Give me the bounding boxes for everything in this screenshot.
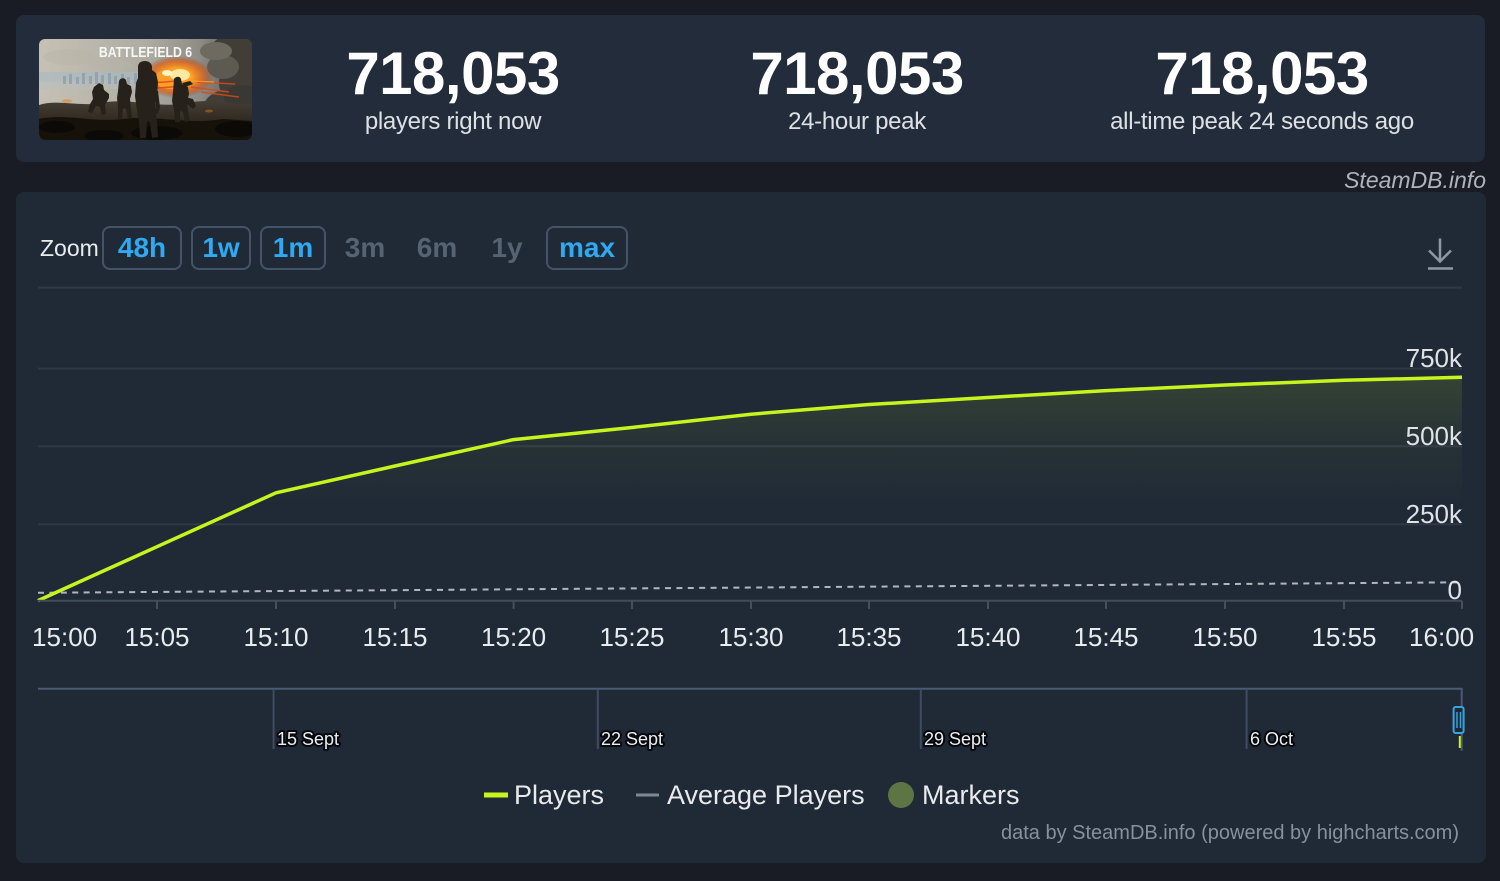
svg-text:29 Sept: 29 Sept bbox=[924, 729, 986, 749]
svg-text:15:00: 15:00 bbox=[32, 622, 97, 652]
svg-text:data by SteamDB.info (powered: data by SteamDB.info (powered by highcha… bbox=[1001, 822, 1459, 844]
svg-text:Markers: Markers bbox=[922, 780, 1020, 810]
svg-text:BATTLEFIELD 6: BATTLEFIELD 6 bbox=[99, 44, 193, 60]
svg-text:15:30: 15:30 bbox=[718, 622, 783, 652]
svg-text:15:10: 15:10 bbox=[243, 622, 308, 652]
svg-text:500k: 500k bbox=[1406, 421, 1463, 451]
svg-text:750k: 750k bbox=[1406, 343, 1463, 373]
svg-text:15:40: 15:40 bbox=[955, 622, 1020, 652]
svg-text:15:25: 15:25 bbox=[599, 622, 664, 652]
svg-text:15:55: 15:55 bbox=[1311, 622, 1376, 652]
svg-text:Players: Players bbox=[514, 780, 604, 810]
svg-text:0: 0 bbox=[1448, 575, 1462, 605]
svg-text:Average Players: Average Players bbox=[667, 780, 865, 810]
svg-text:15:35: 15:35 bbox=[836, 622, 901, 652]
svg-text:15:15: 15:15 bbox=[362, 622, 427, 652]
svg-text:22 Sept: 22 Sept bbox=[601, 729, 663, 749]
svg-text:15:20: 15:20 bbox=[481, 622, 546, 652]
svg-text:15 Sept: 15 Sept bbox=[277, 729, 339, 749]
svg-text:6 Oct: 6 Oct bbox=[1250, 729, 1293, 749]
svg-text:250k: 250k bbox=[1406, 499, 1463, 529]
svg-text:15:50: 15:50 bbox=[1192, 622, 1257, 652]
svg-text:15:05: 15:05 bbox=[124, 622, 189, 652]
svg-text:15:45: 15:45 bbox=[1073, 622, 1138, 652]
svg-text:16:00: 16:00 bbox=[1409, 622, 1474, 652]
